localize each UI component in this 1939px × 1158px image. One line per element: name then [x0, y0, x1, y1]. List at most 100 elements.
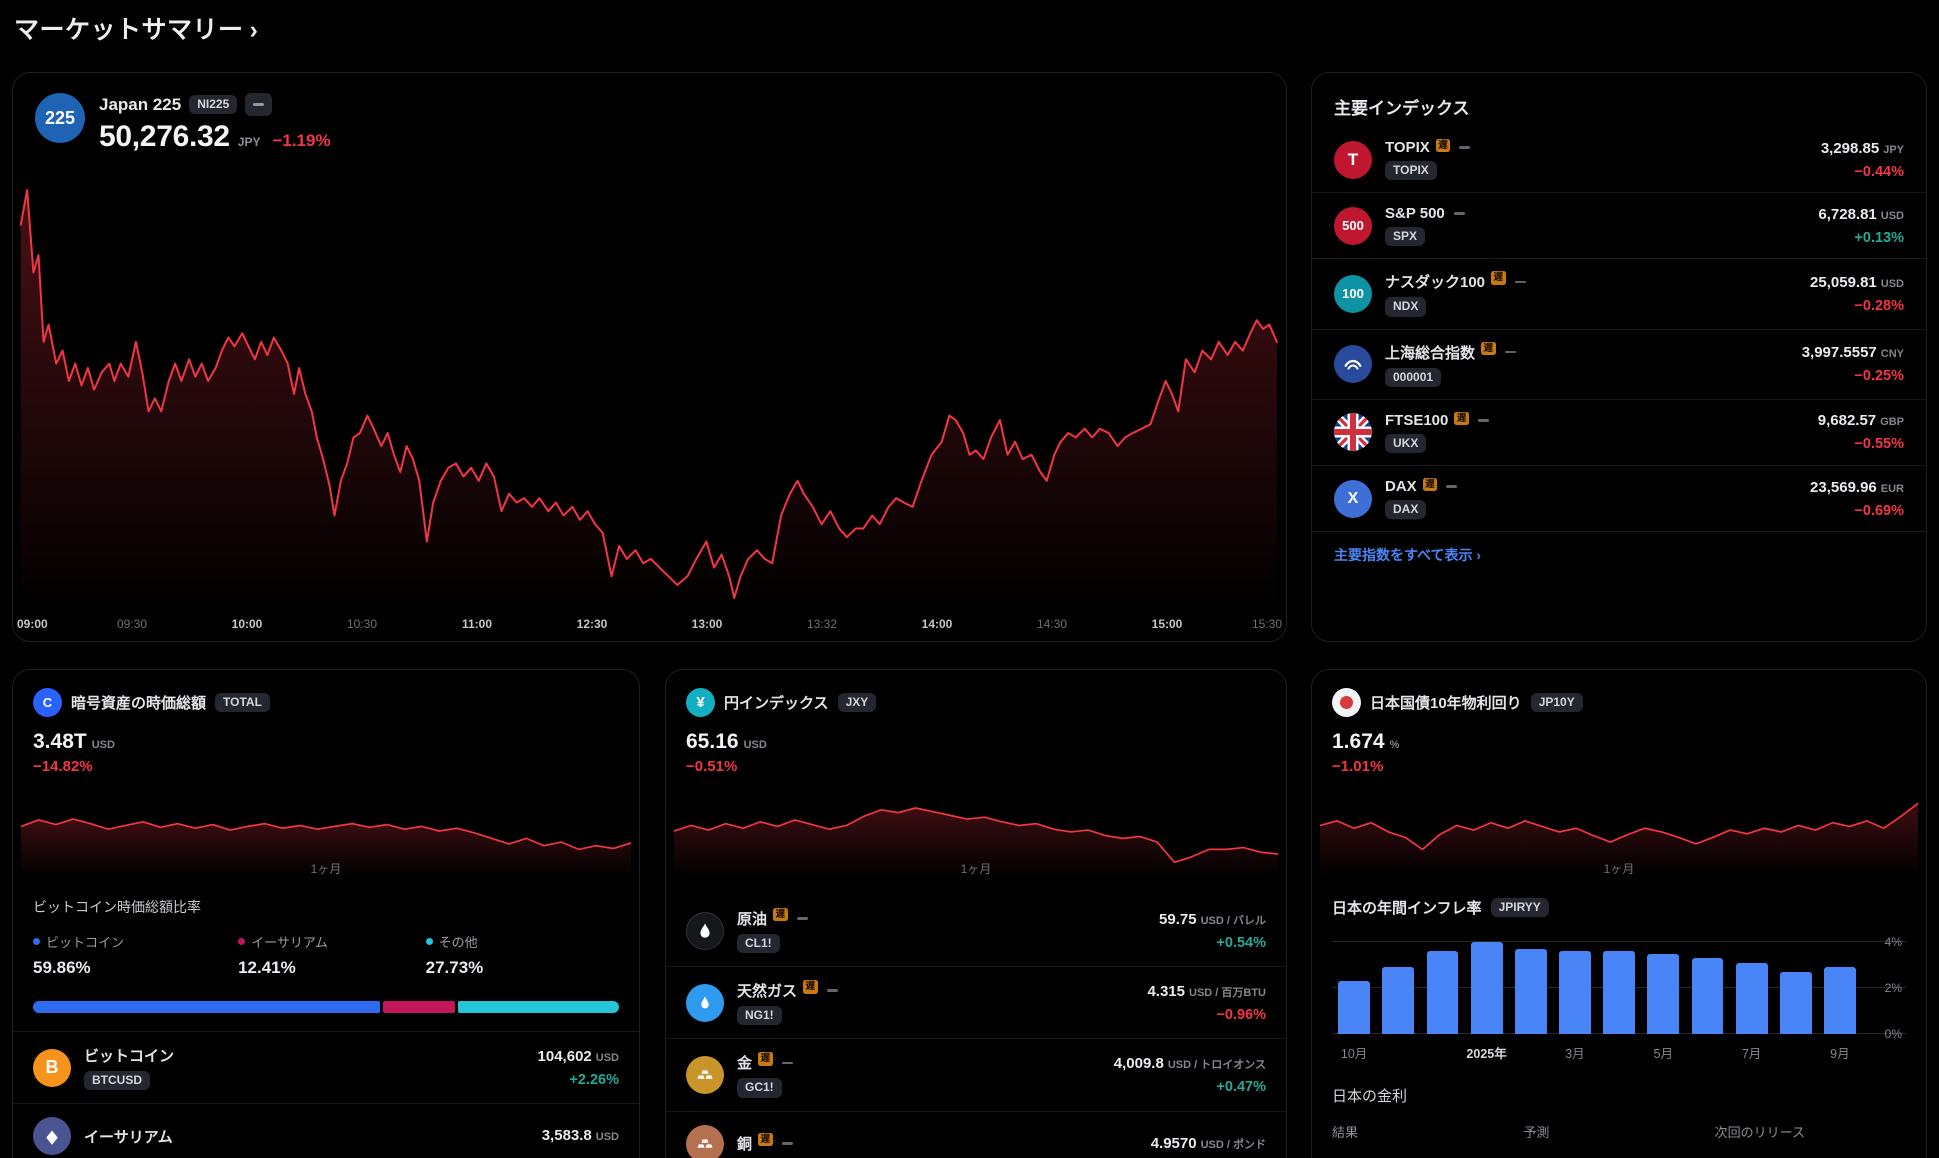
commodity-name: 金: [737, 1055, 753, 1073]
ticker-badge: NI225: [189, 94, 238, 115]
bar-slot: [1774, 934, 1818, 1034]
symbol-header: 225 Japan 225 NI225 50,276.32 JPY −1.19%: [13, 73, 1286, 154]
index-value: 9,682.57: [1817, 412, 1877, 430]
crypto-market-cap-card: C 暗号資産の時価総額 TOTAL 3.48T USD −14.82% 1ヶ月 …: [12, 669, 640, 1158]
index-currency: GBP: [1880, 416, 1904, 429]
commodity-unit: USD / トロイオンス: [1167, 1058, 1266, 1071]
list-row-gold[interactable]: 金 遅 GC1! 4,009.8 USD / トロイオンス +0.47%: [666, 1038, 1286, 1110]
commodity-name: 銅: [737, 1136, 753, 1154]
ticker-badge: NG1!: [737, 1006, 782, 1026]
main-chart-card: 225 Japan 225 NI225 50,276.32 JPY −1.19%…: [12, 72, 1287, 642]
commodity-value: 4,009.8: [1113, 1054, 1164, 1072]
page-title[interactable]: マーケットサマリー ›: [14, 10, 258, 46]
commodity-name: 天然ガス: [737, 983, 798, 1001]
minus-icon: [781, 1061, 793, 1065]
value-unit: %: [1389, 739, 1400, 751]
shanghai-composite-logo: [1334, 345, 1372, 384]
index-currency: EUR: [1880, 482, 1904, 495]
copper-bars-icon: [686, 1124, 724, 1158]
ticker-badge: TOTAL: [215, 692, 270, 713]
y-tick-label: 4%: [1884, 935, 1902, 950]
index-row-ftse[interactable]: FTSE100 遅 UKX 9,682.57 GBP −0.55%: [1312, 398, 1926, 465]
asset-name: ビットコイン: [84, 1048, 175, 1065]
index-name: 上海総合指数: [1385, 344, 1476, 362]
sparkline-svg: [21, 785, 631, 877]
symbol-value: 1.674: [1332, 730, 1385, 753]
minus-icon: [796, 917, 808, 920]
index-currency: USD: [1880, 209, 1904, 222]
list-row-crude-oil[interactable]: 原油 遅 CL1! 59.75 USD / バレル +0.54%: [666, 895, 1286, 966]
sp500-logo: 500: [1334, 206, 1372, 245]
ticker-badge: DAX: [1385, 499, 1427, 520]
price-chart[interactable]: [17, 177, 1282, 611]
minus-button[interactable]: [245, 93, 273, 116]
time-tick-label: 09:30: [116, 617, 148, 631]
rates-col-result: 結果: [1332, 1125, 1359, 1140]
commodity-unit: USD / バレル: [1200, 914, 1266, 927]
time-tick-label: 10:00: [231, 617, 263, 631]
symbol-name[interactable]: Japan 225: [99, 94, 182, 114]
inflation-bar: [1647, 953, 1680, 1034]
major-indices-panel: 主要インデックス T TOPIX 遅 TOPIX 3,298.85 JPY −0.…: [1311, 72, 1927, 642]
dominance-pct: 59.86%: [33, 958, 91, 977]
delayed-badge: 遅: [758, 1133, 773, 1147]
sparkline-chart: 1ヶ月: [21, 785, 631, 877]
bar-slot: [1509, 934, 1553, 1034]
symbol-value: 65.16: [686, 730, 739, 753]
ticker-badge: JP10Y: [1530, 692, 1583, 713]
time-tick-label: 11:00: [461, 617, 493, 631]
minus-icon: [1514, 280, 1526, 284]
other-segment: [458, 1001, 619, 1013]
inflation-bar: [1691, 958, 1724, 1034]
dominance-stacked-bar: [33, 1001, 619, 1013]
ethereum-logo: ◆: [33, 1117, 71, 1156]
gridline-4: [1332, 941, 1906, 943]
commodity-change: +0.47%: [1216, 1078, 1266, 1095]
index-row-shanghai[interactable]: 上海総合指数 遅 000001 3,997.5557 CNY −0.25%: [1312, 328, 1926, 399]
list-row-copper[interactable]: 銅 遅 4.9570 USD / ポンド: [666, 1110, 1286, 1158]
delayed-badge: 遅: [773, 908, 788, 922]
bar-slot: [1597, 934, 1641, 1034]
delayed-badge: 遅: [1435, 139, 1451, 153]
inflation-header[interactable]: 日本の年間インフレ率 JPIRYY: [1332, 897, 1906, 918]
asset-name: イーサリアム: [84, 1128, 173, 1146]
jp-bond-yield-card: 日本国債10年物利回り JP10Y 1.674 % −1.01% 1ヶ月 日本の…: [1311, 669, 1927, 1158]
topix-logo: T: [1334, 140, 1372, 179]
symbol-price: 50,276.32: [99, 120, 230, 153]
ticker-badge: TOPIX: [1385, 161, 1437, 181]
index-row-dax[interactable]: X DAX 遅 DAX 23,569.96 EUR −0.69%: [1312, 464, 1926, 531]
sparkline-chart: 1ヶ月: [1320, 785, 1918, 877]
sparkline-svg: [1320, 785, 1918, 877]
bar-slot: [1641, 934, 1685, 1034]
show-all-indices-link[interactable]: 主要指数をすべて表示 ›: [1312, 531, 1926, 578]
gas-flame-icon: [686, 983, 724, 1022]
bar-slot: [1465, 934, 1509, 1034]
value-unit: USD: [743, 739, 767, 751]
index-change: +0.13%: [1854, 229, 1904, 246]
symbol-header[interactable]: 日本国債10年物利回り JP10Y: [1332, 688, 1906, 717]
index-row-ndx[interactable]: 100 ナスダック100 遅 NDX 25,059.81 USD −0.28%: [1312, 258, 1926, 328]
bar-slot: [1818, 934, 1862, 1034]
index-change: −0.25%: [1854, 368, 1904, 385]
yen-index-logo: ¥: [686, 688, 715, 717]
symbol-header[interactable]: C 暗号資産の時価総額 TOTAL: [33, 688, 619, 717]
list-row-natural-gas[interactable]: 天然ガス 遅 NG1! 4.315 USD / 百万BTU −0.96%: [666, 966, 1286, 1038]
inflation-bar: [1779, 971, 1812, 1034]
inflation-bar-chart: 0% 2% 4%: [1332, 934, 1906, 1041]
list-row-ethereum[interactable]: ◆ イーサリアム 3,583.8 USD: [13, 1103, 639, 1158]
index-row-spx[interactable]: 500 S&P 500 SPX 6,728.81 USD +0.13%: [1312, 192, 1926, 258]
index-change: −0.44%: [1854, 163, 1904, 180]
index-row-topix[interactable]: T TOPIX 遅 TOPIX 3,298.85 JPY −0.44%: [1312, 127, 1926, 192]
time-tick-label: 13:00: [691, 617, 723, 631]
list-row-bitcoin[interactable]: B ビットコイン BTCUSD 104,602 USD +2.26%: [13, 1032, 639, 1103]
value-unit: USD: [91, 739, 115, 751]
symbol-header[interactable]: ¥ 円インデックス JXY: [686, 688, 1266, 717]
ethereum-segment: [383, 1001, 456, 1013]
ticker-badge: JXY: [837, 692, 877, 713]
bitcoin-segment: [33, 1001, 381, 1013]
index-name: TOPIX: [1385, 139, 1430, 156]
x-tick-label: 9月: [1830, 1047, 1850, 1061]
ethereum-dot-icon: [238, 938, 246, 945]
x-tick-label: 10月: [1340, 1047, 1368, 1061]
inflation-bar: [1603, 951, 1636, 1034]
